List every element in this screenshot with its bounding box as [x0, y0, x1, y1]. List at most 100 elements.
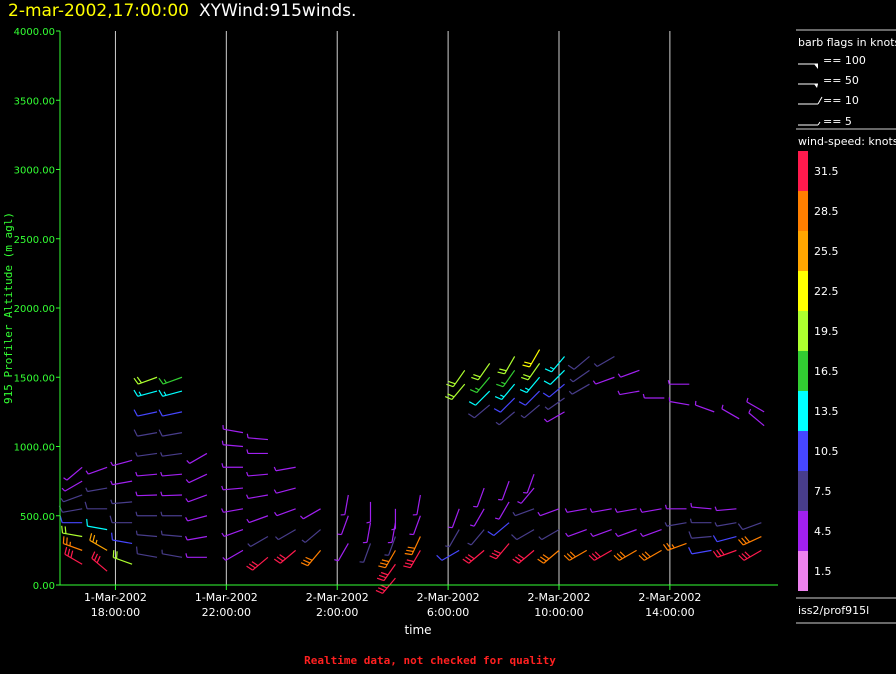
x-axis-label: time [404, 623, 431, 637]
colorbar-swatch [798, 191, 808, 231]
barb-flag [566, 553, 573, 560]
barb-half-flag [275, 536, 279, 541]
barb-flag [468, 413, 475, 419]
barb-shaft [161, 494, 182, 497]
barb-flag [517, 554, 525, 560]
barb-shaft [546, 411, 565, 423]
barb-shaft [500, 397, 516, 413]
wind-barb [569, 369, 590, 383]
barb-flag [303, 559, 311, 564]
chart-title: 2-mar-2002,17:00:00 XYWind:915winds. [8, 1, 356, 21]
x-tick-time: 2:00:00 [316, 606, 358, 619]
barb-flag [133, 409, 138, 417]
barb-flag [499, 368, 507, 372]
barb-shaft [247, 473, 268, 477]
wind-barb [133, 376, 158, 385]
wind-barb [694, 400, 715, 413]
barb-shaft [276, 508, 296, 517]
barb-flag [112, 550, 115, 558]
barb-shaft [591, 508, 612, 513]
barb-shaft [695, 404, 715, 413]
x-tick-time: 14:00:00 [645, 606, 694, 619]
barb-half-flag [569, 378, 574, 383]
wind-barb [688, 531, 712, 539]
wind-barb [158, 389, 183, 397]
barb-shaft [748, 412, 765, 427]
barb-half-flag [517, 501, 522, 504]
barb-flag [719, 548, 725, 556]
barb-flag [276, 556, 284, 562]
barb-flag [613, 554, 620, 561]
barb-half-flag [671, 544, 675, 549]
wind-barb [473, 487, 485, 508]
barb-shaft [223, 529, 244, 538]
wind-barb [563, 549, 588, 561]
wind-barb [222, 425, 244, 434]
wind-barb [91, 551, 108, 572]
wind-barb [712, 535, 737, 543]
wind-barb [133, 389, 158, 397]
wind-barb [133, 429, 158, 437]
barb-shaft [340, 515, 349, 535]
barb-half-flag [60, 498, 64, 503]
wind-barb [160, 530, 183, 538]
barb-shaft [566, 508, 587, 513]
barb-half-flag [391, 528, 396, 531]
barb-half-flag [501, 381, 506, 385]
x-tick-date: 2-Mar-2002 [306, 591, 369, 604]
barb-shaft [137, 534, 158, 538]
wind-barb [664, 504, 687, 510]
wind-barb [521, 363, 541, 381]
barb-flag [84, 501, 88, 509]
barb-half-flag [63, 477, 68, 481]
wind-barb [614, 508, 637, 513]
barb-flag [158, 409, 163, 417]
barb-half-flag [366, 521, 371, 524]
wind-barb [638, 549, 662, 561]
barb-flag [512, 558, 520, 564]
barb-flag [59, 515, 63, 523]
y-tick-label: 3500.00 [14, 96, 55, 107]
wind-barb [748, 408, 765, 427]
wind-barb [246, 515, 269, 524]
barb-half-flag [544, 406, 549, 410]
barb-sample-label: == 10 [823, 94, 859, 107]
barb-flag [375, 589, 383, 594]
wind-barb [221, 463, 243, 468]
barb-flag [567, 364, 575, 370]
barb-flag [493, 549, 501, 554]
barb-shaft [523, 404, 540, 419]
barb-shaft [366, 522, 372, 543]
barb-half-flag [746, 397, 749, 403]
wind-barb [135, 511, 158, 517]
barb-half-flag [85, 470, 89, 475]
barb-shaft [691, 549, 712, 555]
wind-barb [158, 376, 183, 385]
barb-shaft [716, 508, 737, 512]
barb-shaft [716, 535, 737, 543]
barb-flag [444, 395, 453, 401]
barb-shaft [137, 452, 158, 457]
wind-barb [158, 409, 183, 417]
barb-half-flag [593, 363, 598, 367]
wind-barb [64, 547, 83, 565]
barb-flag [716, 549, 722, 557]
wind-barb [520, 404, 540, 419]
wind-barb [299, 508, 321, 520]
barb-flag [158, 429, 163, 437]
barb-shaft [137, 553, 158, 558]
wind-barb [221, 440, 244, 448]
barb-flag [666, 542, 672, 550]
barb-shaft [548, 383, 565, 398]
barb-shaft [62, 508, 83, 513]
colorbar-label: 25.5 [814, 245, 839, 258]
barb-half-flag [564, 508, 568, 513]
wind-barb [589, 508, 612, 513]
wind-barb [362, 522, 372, 544]
barb-flag [158, 377, 164, 385]
wind-barb [222, 549, 244, 561]
barb-flag [519, 389, 527, 394]
barb-half-flag [495, 421, 500, 426]
wind-barb [60, 494, 83, 503]
